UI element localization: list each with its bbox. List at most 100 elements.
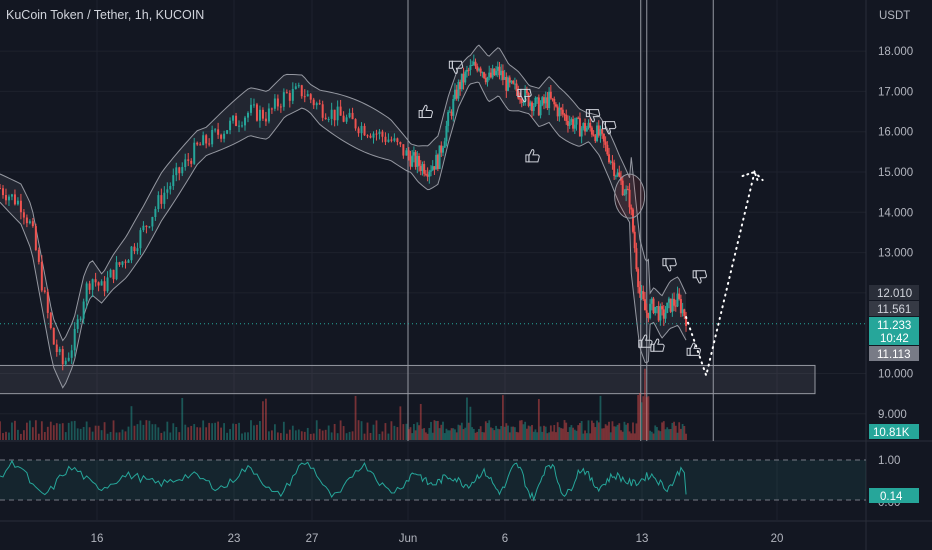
- volume-bar: [447, 430, 450, 440]
- candle-body: [345, 117, 348, 122]
- volume-bar: [211, 423, 214, 440]
- candle-body: [563, 114, 566, 116]
- volume-bar: [94, 425, 97, 440]
- volume-bar: [11, 422, 13, 440]
- candle-body: [469, 65, 472, 70]
- candle-body: [534, 97, 537, 106]
- last-price-value: 11.233: [877, 320, 911, 332]
- volume-bar: [235, 423, 237, 440]
- volume-bar: [495, 425, 497, 440]
- time-axis[interactable]: 16 23 27 Jun 6 13 20: [91, 533, 784, 545]
- volume-bar: [452, 428, 455, 440]
- vertical-lines[interactable]: [407, 0, 714, 441]
- volume-bar: [294, 430, 297, 440]
- volume-bar: [199, 427, 202, 440]
- candle-body: [366, 135, 369, 137]
- candle-body: [614, 175, 617, 177]
- candle-body: [642, 291, 645, 300]
- volume-value: 10.81K: [873, 427, 910, 439]
- volume-bar: [604, 424, 607, 440]
- volume-bar: [229, 429, 231, 440]
- price-tick-label: 16.000: [878, 127, 913, 139]
- candle-body: [342, 115, 345, 122]
- volume-bar: [503, 426, 506, 440]
- candle-body: [643, 299, 646, 311]
- candle-body: [621, 180, 624, 195]
- candle-body: [667, 298, 670, 303]
- volume-bar: [597, 422, 600, 440]
- osc-band: [0, 460, 866, 500]
- candle-body: [279, 106, 282, 108]
- volume-bar: [543, 425, 545, 440]
- candle-body: [178, 167, 181, 174]
- volume-bar: [457, 424, 460, 440]
- candle-body: [309, 94, 312, 100]
- candle-body: [166, 189, 169, 193]
- candle-body: [34, 226, 37, 251]
- thumbs-down-icon: [448, 60, 464, 74]
- candle-body: [554, 104, 557, 107]
- candle-body: [508, 77, 511, 83]
- mid-band-badge: [869, 301, 919, 316]
- volume-bar: [23, 430, 25, 440]
- candle-body: [626, 188, 629, 190]
- volume-bar: [79, 428, 82, 440]
- candle-body: [115, 262, 118, 280]
- volume-bar: [476, 431, 479, 440]
- candle-body: [393, 138, 396, 141]
- volume-bar: [647, 396, 650, 440]
- candle-body: [542, 97, 545, 104]
- volume-bar: [91, 431, 94, 440]
- volume-bar: [614, 426, 617, 440]
- volume-bar: [644, 368, 646, 440]
- volume-bar: [479, 426, 482, 440]
- candle-body: [548, 91, 551, 109]
- volume-bar: [416, 422, 419, 440]
- candle-body: [433, 166, 436, 170]
- volume-bar: [472, 428, 475, 440]
- volume-bar: [491, 428, 494, 440]
- volume-bar: [354, 395, 357, 440]
- candle-body: [573, 124, 576, 129]
- volume-bar: [232, 423, 234, 440]
- volume-bar: [548, 432, 551, 440]
- volume-bar: [520, 420, 523, 440]
- candle-body: [16, 200, 19, 205]
- volume-bar: [297, 429, 300, 440]
- volume-bar: [671, 422, 674, 440]
- candle-body: [539, 104, 542, 116]
- candle-body: [294, 86, 297, 90]
- annotations[interactable]: [418, 60, 764, 380]
- volume-bar: [662, 421, 665, 440]
- candle-body: [106, 277, 109, 292]
- candle-body: [659, 306, 662, 321]
- volume-bar: [442, 421, 444, 440]
- candle-body: [339, 106, 342, 116]
- candle-body: [124, 261, 127, 263]
- candle-body: [522, 101, 525, 103]
- candle-body: [527, 93, 530, 107]
- volume-bar: [505, 423, 508, 440]
- volume-bar: [594, 427, 597, 440]
- volume-badge: [869, 424, 919, 439]
- candle-body: [512, 80, 515, 84]
- volume-bar: [508, 432, 511, 440]
- volume-bar: [97, 425, 100, 440]
- candle-body: [7, 196, 10, 201]
- last-price-badge: [869, 317, 919, 345]
- volume-bar: [270, 430, 273, 440]
- candle-body: [541, 97, 544, 105]
- candle-body: [572, 119, 575, 129]
- candle-body: [390, 139, 393, 141]
- volume-bar: [488, 420, 491, 440]
- candle-body: [647, 312, 650, 319]
- volume-bar: [37, 433, 40, 440]
- volume-bar: [279, 433, 282, 440]
- candle-body: [489, 72, 492, 78]
- volume-bar: [599, 395, 602, 440]
- candle-body: [462, 73, 465, 83]
- thumbs-up-icon: [525, 149, 540, 163]
- volume-bar: [654, 425, 657, 440]
